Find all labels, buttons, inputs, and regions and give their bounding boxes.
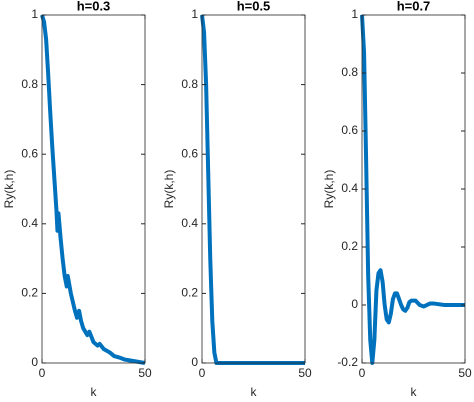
x-axis-label: k xyxy=(251,385,258,399)
x-tick-label: 50 xyxy=(298,366,312,380)
x-tick-label: 50 xyxy=(458,366,472,380)
y-tick-label: 0.2 xyxy=(181,286,198,300)
y-tick-label: 0.2 xyxy=(21,286,38,300)
y-axis-label: Ry(k,h) xyxy=(162,170,176,209)
y-tick-label: 0.4 xyxy=(21,216,38,230)
chart-title: h=0.3 xyxy=(77,0,111,13)
data-line xyxy=(360,14,465,365)
y-tick-label: 0 xyxy=(191,355,198,369)
y-axis-label: Ry(k,h) xyxy=(2,170,16,209)
y-tick-label: 0.4 xyxy=(181,216,198,230)
y-tick-label: 0.6 xyxy=(181,146,198,160)
y-tick-label: 0.8 xyxy=(181,77,198,91)
axes-frame xyxy=(201,14,306,364)
y-tick-label: 0.6 xyxy=(21,146,38,160)
y-tick-label: -0.2 xyxy=(337,355,358,369)
y-tick-label: 0.8 xyxy=(21,77,38,91)
axes-background xyxy=(42,15,145,363)
y-tick-label: 1 xyxy=(31,7,38,21)
axes-background xyxy=(202,15,305,363)
x-tick-label: 0 xyxy=(199,366,206,380)
y-tick-label: 0.4 xyxy=(341,181,358,195)
x-tick-label: 0 xyxy=(359,366,366,380)
y-tick-label: 0.8 xyxy=(341,65,358,79)
y-tick-label: 1 xyxy=(191,7,198,21)
axes-frame xyxy=(41,14,146,364)
chart-title: h=0.7 xyxy=(397,0,431,13)
x-axis-label: k xyxy=(91,385,98,399)
y-tick-label: 0.2 xyxy=(341,239,358,253)
data-line xyxy=(40,14,146,365)
chart-title: h=0.5 xyxy=(237,0,271,13)
y-tick-label: 0.6 xyxy=(341,123,358,137)
data-line xyxy=(200,14,305,365)
y-tick-label: 0 xyxy=(351,297,358,311)
x-tick-label: 0 xyxy=(39,366,46,380)
y-tick-label: 1 xyxy=(351,7,358,21)
y-tick-label: 0 xyxy=(31,355,38,369)
y-axis-label: Ry(k,h) xyxy=(322,170,336,209)
x-tick-label: 50 xyxy=(138,366,152,380)
x-axis-label: k xyxy=(411,385,418,399)
